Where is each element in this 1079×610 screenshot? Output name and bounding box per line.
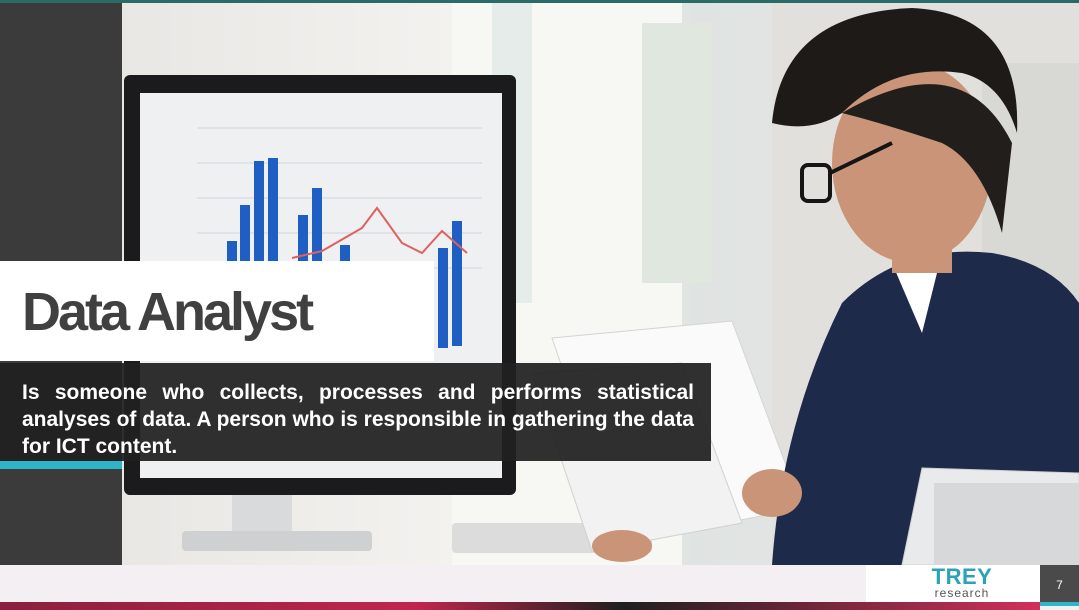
page-number-accent <box>1040 602 1079 606</box>
bottom-color-strip <box>0 602 1040 610</box>
top-accent-line <box>0 0 1079 3</box>
page-number-box <box>1040 565 1079 602</box>
slide-title: Data Analyst <box>22 282 314 342</box>
page-number: 7 <box>1056 578 1063 592</box>
left-accent-line <box>0 461 122 469</box>
logo-sub-text: research <box>934 586 990 600</box>
logo-box <box>866 565 1040 602</box>
description-box <box>0 363 711 461</box>
logo-main-text: TREY <box>931 564 993 589</box>
slide-description: Is someone who collects, processes and p… <box>22 381 694 458</box>
title-box <box>0 261 434 361</box>
